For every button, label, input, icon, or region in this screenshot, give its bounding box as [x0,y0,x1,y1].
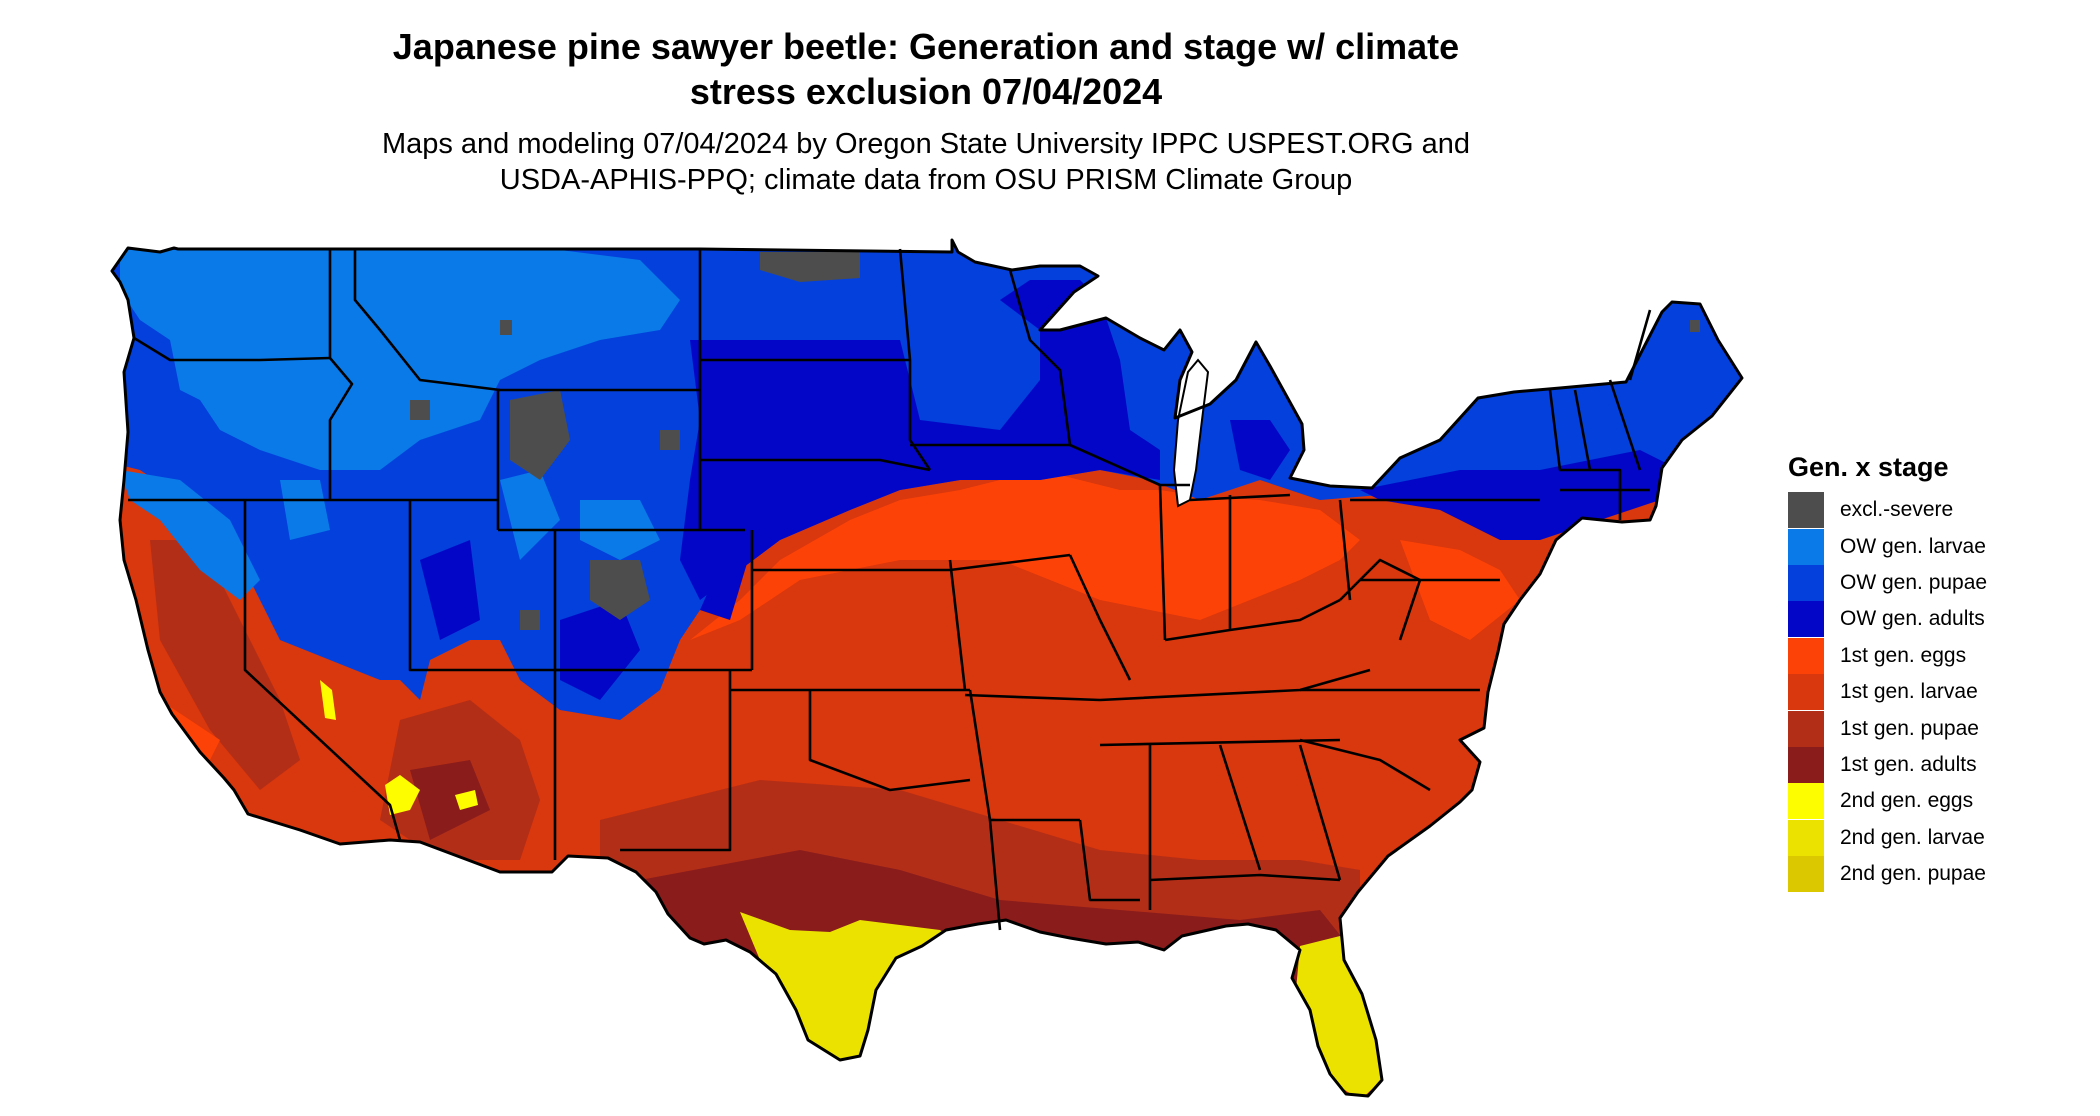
map-title-line2: stress exclusion 07/04/2024 [689,71,1163,112]
legend-label: excl.-severe [1840,498,1954,522]
legend-item: 1st gen. pupae [1788,710,2088,747]
legend-swatch [1788,674,1824,711]
legend-swatch [1788,601,1824,638]
legend-swatch [1788,710,1824,747]
legend-swatch [1788,746,1824,783]
legend-item: OW gen. larvae [1788,528,2088,565]
legend-label: 1st gen. adults [1840,752,1977,776]
legend-label: 2nd gen. eggs [1840,789,1974,813]
legend-item: OW gen. pupae [1788,564,2088,601]
legend-item: 1st gen. eggs [1788,637,2088,674]
legend-label: 2nd gen. pupae [1840,862,1986,886]
legend-swatch [1788,783,1824,820]
legend-label: OW gen. adults [1840,607,1985,631]
legend-swatch [1788,856,1824,893]
legend-swatch [1788,492,1824,529]
legend-item: 1st gen. larvae [1788,674,2088,711]
legend-item: 2nd gen. eggs [1788,783,2088,820]
legend-label: OW gen. pupae [1840,570,1988,594]
legend-title: Gen. x stage [1788,452,1949,482]
legend-label: 1st gen. pupae [1840,716,1979,740]
legend-item: 2nd gen. larvae [1788,819,2088,856]
legend-label: 1st gen. eggs [1840,643,1967,667]
map-subtitle-line1: Maps and modeling 07/04/2024 by Oregon S… [381,128,1471,160]
legend-item: excl.-severe [1788,492,2088,529]
legend: Gen. x stage excl.-severe OW gen. larvae O… [1788,450,2088,893]
legend-label: 2nd gen. larvae [1840,825,1985,849]
legend-swatch [1788,637,1824,674]
legend-item: 1st gen. adults [1788,746,2088,783]
legend-label: 1st gen. larvae [1840,680,1978,704]
legend-swatch [1788,528,1824,565]
legend-item: OW gen. adults [1788,601,2088,638]
map-subtitle-line2: USDA-APHIS-PPQ; climate data from OSU PR… [499,164,1353,196]
state-borders [128,248,1652,931]
legend-swatch [1788,819,1824,856]
legend-label: OW gen. larvae [1840,534,1986,558]
map-title-line1: Japanese pine sawyer beetle: Generation … [392,26,1460,67]
legend-items: excl.-severe OW gen. larvae OW gen. pupae O… [1788,492,2088,893]
legend-item: 2nd gen. pupae [1788,856,2088,893]
legend-swatch [1788,564,1824,601]
